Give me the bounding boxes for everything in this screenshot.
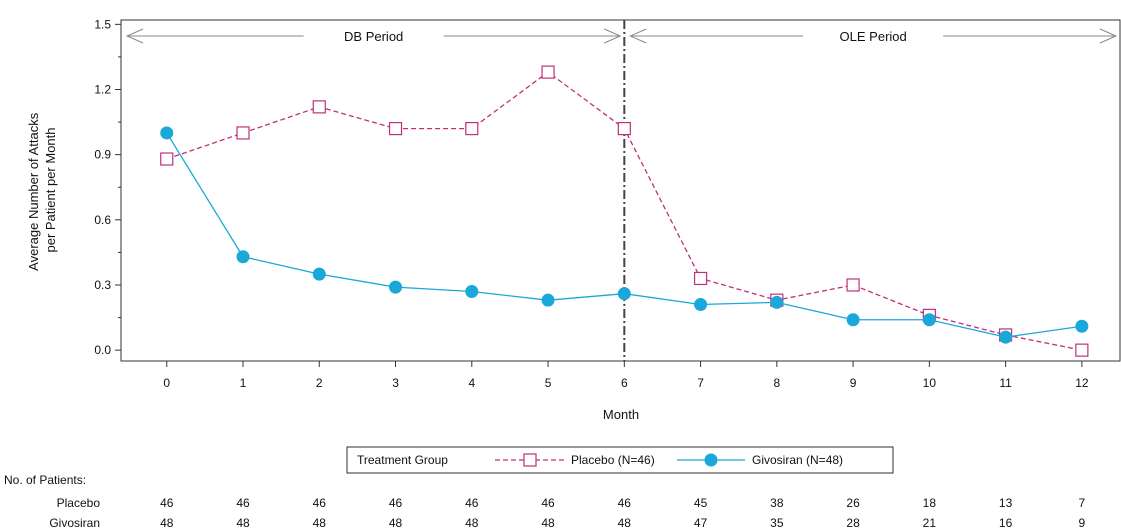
y-tick-label: 1.2 [94,83,111,97]
givosiran-point [541,293,555,307]
patients-count: 48 [465,516,479,530]
period-arrowhead-left [125,28,144,44]
patients-count: 45 [694,496,708,510]
y-axis: 0.0 0.3 0.6 0.9 1.2 1.5 [94,17,121,357]
patients-count: 46 [236,496,250,510]
placebo-point [693,271,708,286]
period-annotations: DB Period OLE Period [125,20,1118,361]
legend-title: Treatment Group [357,453,448,467]
patients-count: 48 [160,516,174,530]
givosiran-point [617,287,631,301]
x-tick-label: 9 [850,376,857,390]
patients-count: 48 [541,516,555,530]
x-tick-label: 4 [468,376,475,390]
givosiran-point [160,126,174,140]
patients-count: 16 [999,516,1013,530]
patients-count: 48 [389,516,403,530]
legend-givosiran-label: Givosiran (N=48) [752,453,843,467]
patients-count: 46 [465,496,479,510]
placebo-point [846,278,860,292]
x-tick-label: 12 [1075,376,1089,390]
period-label: OLE Period [840,29,907,44]
x-tick-label: 3 [392,376,399,390]
y-tick-label: 0.9 [94,148,111,162]
patients-row-label: Givosiran [49,516,100,530]
y-axis-label-line-1: Average Number of Attacks [26,112,41,271]
patients-count: 46 [541,496,555,510]
y-tick-label: 0.3 [94,278,111,292]
legend-givosiran-marker [704,453,718,467]
placebo-point [617,121,631,136]
y-tick-label: 1.5 [94,17,111,31]
patients-count: 48 [313,516,327,530]
x-tick-label: 11 [999,376,1012,390]
givosiran-point [236,250,250,264]
period-arrowhead-left [629,28,647,44]
patients-table: No. of Patients: Placebo 46 46 46 46 46 46 46 45 3… [4,473,1086,530]
placebo-point [160,152,174,166]
givosiran-point [694,298,708,312]
legend-placebo-marker [523,453,537,467]
patients-count: 48 [236,516,250,530]
legend-placebo-label: Placebo (N=46) [571,453,655,467]
placebo-point [1075,343,1089,357]
patients-count: 47 [694,516,708,530]
patients-count: 13 [999,496,1013,510]
givosiran-point [846,313,860,327]
placebo-point [465,121,479,136]
patients-count: 46 [313,496,327,510]
x-tick-label: 8 [773,376,780,390]
placebo-point [541,65,555,79]
series-layer [160,65,1089,357]
patients-count: 46 [618,496,632,510]
givosiran-point [389,280,403,294]
x-axis-label: Month [603,407,639,422]
givosiran-point [770,295,784,309]
period-arrowhead-right [1099,28,1118,44]
givosiran-point [999,330,1013,344]
patients-count: 9 [1079,516,1086,530]
placebo-point [236,126,250,140]
period-arrowhead-right [604,28,622,44]
patients-count: 38 [770,496,784,510]
patients-count: 46 [389,496,403,510]
givosiran-point [465,284,479,298]
y-tick-label: 0.0 [94,343,111,357]
x-axis: 0 1 2 3 4 5 6 7 8 9 10 11 12 [163,361,1089,390]
x-tick-label: 0 [163,376,170,390]
x-tick-label: 1 [240,376,247,390]
legend: Treatment Group Placebo (N=46) Givosiran (… [346,446,894,474]
patients-count: 26 [846,496,860,510]
plot-frame [120,19,1121,362]
period-label: DB Period [344,29,403,44]
y-axis-label-line-2: per Patient per Month [43,127,58,252]
patients-row-label: Placebo [57,496,101,510]
patients-count: 7 [1079,496,1086,510]
x-tick-label: 5 [545,376,552,390]
x-tick-label: 7 [697,376,704,390]
givosiran-point [1075,319,1089,333]
x-tick-label: 2 [316,376,323,390]
y-axis-label: Average Number of Attacks per Patient pe… [26,109,58,271]
patients-count: 48 [618,516,632,530]
x-tick-label: 6 [621,376,628,390]
patients-count: 28 [846,516,860,530]
patients-count: 35 [770,516,784,530]
y-tick-label: 0.6 [94,213,111,227]
placebo-point [388,121,403,136]
x-tick-label: 10 [923,376,937,390]
patients-table-title: No. of Patients: [4,473,86,487]
patients-count: 18 [923,496,937,510]
legend-box [346,446,894,474]
patients-count: 21 [923,516,937,530]
placebo-point [312,100,326,114]
givosiran-point [312,267,326,281]
givosiran-point [922,313,936,327]
patients-count: 46 [160,496,174,510]
